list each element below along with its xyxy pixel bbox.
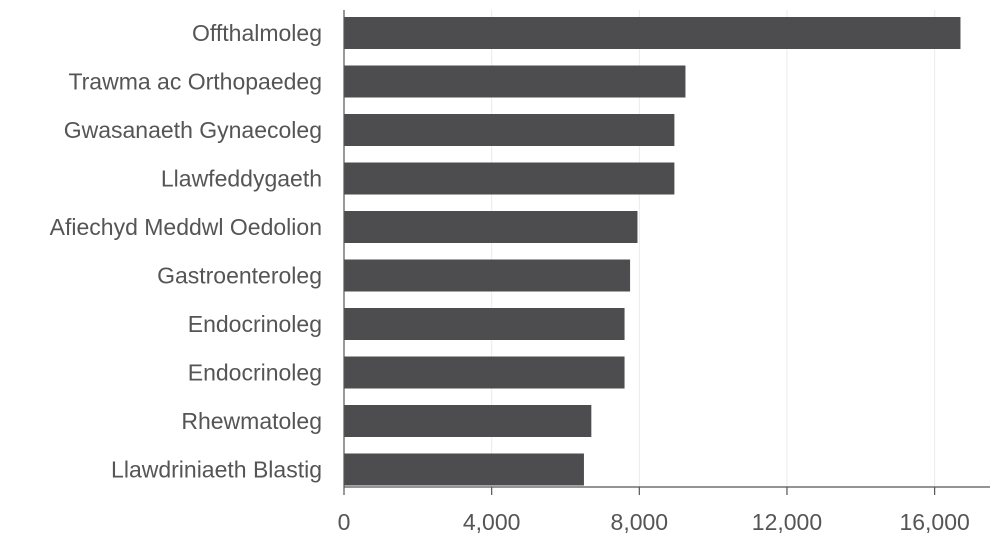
category-label: Llawdriniaeth Blastig [111,457,322,483]
category-label: Gwasanaeth Gynaecoleg [64,117,322,143]
bar [344,308,625,340]
bar [344,453,584,486]
x-tick-label: 0 [338,509,351,535]
category-label: Offthalmoleg [192,20,322,46]
x-tick-labels: 0 4,000 8,000 12,000 16,000 [338,509,970,535]
category-label: Gastroenteroleg [157,263,322,289]
x-tick-label: 4,000 [463,509,521,535]
bar [344,356,625,389]
bar [344,405,592,437]
bar [344,114,675,146]
bar [344,17,961,49]
bar [344,162,675,195]
category-label: Endocrinoleg [188,311,322,337]
x-tick-label: 16,000 [899,509,969,535]
x-tick-label: 8,000 [611,509,669,535]
bar [344,65,686,98]
x-tick-label: 12,000 [752,509,822,535]
axes [343,10,990,495]
category-labels: Offthalmoleg Trawma ac Orthopaedeg Gwasana… [50,20,322,483]
bars [344,17,961,486]
category-label: Endocrinoleg [188,360,322,386]
category-label: Llawfeddygaeth [161,166,322,192]
bar [344,259,631,292]
category-label: Trawma ac Orthopaedeg [68,69,322,95]
category-label: Afiechyd Meddwl Oedolion [50,214,322,240]
category-label: Rhewmatoleg [181,408,322,434]
bar [344,211,638,243]
